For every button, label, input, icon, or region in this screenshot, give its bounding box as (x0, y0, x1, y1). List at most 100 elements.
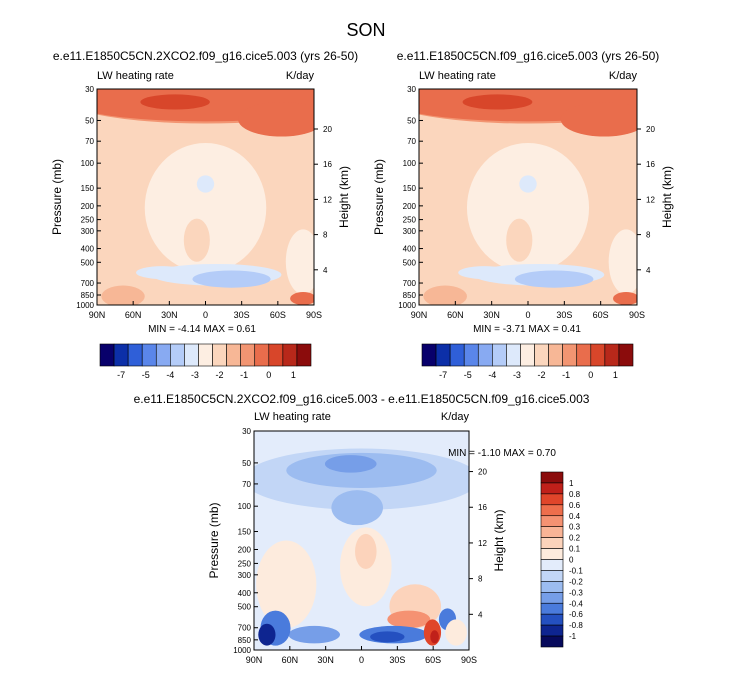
colorbar-label: -1 (240, 370, 248, 380)
colorbar-label: -3 (513, 370, 521, 380)
x-tick-label: 60S (425, 655, 441, 665)
colorbar-label: -2 (538, 370, 546, 380)
colorbar-label: -0.2 (569, 577, 583, 586)
colorbar-label: 1 (569, 479, 574, 488)
colorbar-label: 0 (588, 370, 593, 380)
x-tick-label: 30S (389, 655, 405, 665)
contour-region (136, 266, 189, 280)
colorbar: -7 -5 -4 -3 -2 -1 0 1 (99, 343, 312, 380)
pressure-tick-label: 250 (81, 216, 95, 225)
x-tick-label: 90N (246, 655, 263, 665)
height-tick-label: 8 (478, 575, 483, 584)
variable-label: LW heating rate (254, 411, 331, 423)
colorbar-swatch (540, 471, 564, 484)
pressure-tick-label: 150 (81, 184, 95, 193)
colorbar-swatch (590, 343, 606, 367)
units-label: K/day (609, 70, 638, 82)
colorbar-swatch (268, 343, 284, 367)
height-tick-label: 12 (323, 195, 332, 204)
colorbar-swatch (604, 343, 620, 367)
min-max-readout: MIN = -1.10 MAX = 0.70 (448, 448, 556, 459)
y-axis-label-right: Height (km) (660, 166, 674, 228)
x-tick-label: 30N (483, 310, 500, 320)
pressure-tick-label: 1000 (76, 301, 94, 310)
contour-region (258, 623, 276, 646)
colorbar-label: -1 (562, 370, 570, 380)
height-tick-label: 12 (646, 195, 655, 204)
colorbar-swatch (540, 613, 564, 626)
x-tick-label: 90S (461, 655, 477, 665)
pressure-tick-label: 30 (85, 85, 94, 94)
colorbar-swatch (113, 343, 129, 367)
variable-label: LW heating rate (97, 70, 174, 82)
colorbar-label: -3 (191, 370, 199, 380)
height-tick-label: 16 (646, 160, 655, 169)
colorbar-swatch (540, 526, 564, 538)
colorbar-swatch (576, 343, 592, 367)
height-tick-label: 4 (478, 610, 483, 619)
x-tick-label: 30S (556, 310, 572, 320)
colorbar-swatch (127, 343, 143, 367)
height-tick-label: 4 (323, 266, 328, 275)
contour-region (140, 94, 210, 110)
contour-region (506, 218, 533, 262)
x-tick-label: 30S (234, 310, 250, 320)
contour-region (144, 143, 267, 273)
pressure-tick-label: 30 (242, 427, 251, 436)
contour-region (608, 229, 637, 295)
colorbar-swatch (548, 343, 563, 367)
colorbar-swatch (141, 343, 157, 367)
colorbar-swatch (198, 343, 213, 367)
y-axis-label-right: Height (km) (337, 166, 351, 228)
pressure-tick-label: 400 (238, 589, 252, 598)
height-tick-label: 8 (323, 231, 328, 240)
contour-field (419, 89, 637, 305)
colorbar-swatch (618, 343, 634, 367)
pressure-tick-label: 250 (403, 216, 417, 225)
colorbar-swatch (540, 592, 564, 604)
y-axis-label-right: Height (km) (492, 509, 506, 571)
colorbar-label: -4 (488, 370, 496, 380)
pressure-tick-label: 200 (403, 202, 417, 211)
colorbar-swatch (540, 515, 564, 527)
contour-region (514, 270, 594, 288)
x-tick-label: 60N (447, 310, 464, 320)
contour-region (285, 229, 314, 295)
contour-region (331, 490, 384, 526)
contour-region (370, 631, 405, 643)
contour-region (101, 285, 145, 305)
colorbar-swatch (540, 624, 564, 637)
colorbar-label: -0.8 (569, 621, 583, 630)
pressure-tick-label: 1000 (398, 301, 416, 310)
colorbar-label: -0.3 (569, 588, 583, 597)
pressure-tick-label: 700 (403, 279, 417, 288)
contour-region (613, 292, 637, 305)
colorbar-swatch (540, 504, 564, 517)
pressure-tick-label: 300 (81, 227, 95, 236)
colorbar-label: 0 (569, 556, 574, 565)
y-axis-label-left: Pressure (mb) (207, 502, 221, 578)
colorbar: 1 0.8 0.6 0.4 0.3 0.2 0.1 0-0.1 -0.2 -0.3 -0.4 -0.6… (540, 471, 583, 648)
pressure-tick-label: 400 (81, 245, 95, 254)
colorbar-swatch (562, 343, 578, 367)
colorbar-label: -0.4 (569, 599, 583, 608)
height-tick-label: 4 (646, 266, 651, 275)
pressure-tick-label: 50 (242, 459, 251, 468)
colorbar-swatch (540, 570, 564, 582)
colorbar-swatch (435, 343, 451, 367)
pressure-tick-label: 150 (238, 528, 252, 537)
pressure-tick-label: 100 (81, 159, 95, 168)
colorbar-label: -2 (216, 370, 224, 380)
contour-region (462, 94, 533, 110)
pressure-tick-label: 500 (81, 258, 95, 267)
contour-region (423, 285, 467, 305)
contour-field (97, 89, 314, 305)
contour-region (192, 270, 271, 288)
x-tick-label: 0 (203, 310, 208, 320)
pressure-tick-label: 200 (81, 202, 95, 211)
min-max-readout: MIN = -4.14 MAX = 0.61 (148, 324, 256, 335)
x-tick-label: 60N (282, 655, 299, 665)
colorbar-swatch (540, 635, 564, 648)
colorbar-swatch (540, 559, 564, 571)
contour-region (256, 540, 317, 629)
